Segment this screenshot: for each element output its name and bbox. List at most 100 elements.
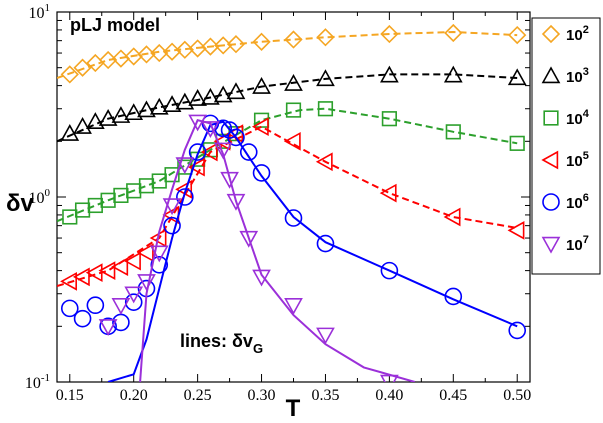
data-point [443,65,463,83]
data-point [444,287,463,306]
legend-label: 106 [566,192,589,212]
data-point [124,103,144,121]
legend-label: 102 [566,24,589,44]
data-point [226,82,246,100]
data-point [137,100,156,118]
data-point [379,183,397,203]
data-point [175,157,195,175]
data-point [150,256,169,274]
series-line [57,107,518,223]
data-point [251,117,269,137]
data-point [239,230,259,248]
data-point [220,171,239,189]
data-point [445,124,461,140]
series-line [139,119,416,382]
data-point [162,95,182,113]
data-point [85,112,105,129]
legend-marker [542,193,560,211]
data-point [149,97,169,115]
series-layer [57,23,527,382]
data-point [381,111,397,127]
x-tick-label: 0.50 [503,387,531,404]
data-point [283,131,301,151]
x-axis-label: T [286,395,301,422]
data-point [73,309,92,328]
legend-marker [541,24,561,44]
data-point [124,251,141,271]
data-point [284,298,303,315]
data-point [124,286,144,304]
data-point [137,274,156,291]
data-point [163,216,181,235]
data-point [60,271,77,291]
x-tick-label: 0.45 [439,387,467,404]
data-point [201,87,220,105]
data-point [508,25,527,45]
legend: 102 103 104 105 106 107 [531,17,601,275]
y-axis-label: δv [6,190,35,217]
data-point [252,32,271,51]
x-tick-label: 0.30 [248,387,276,404]
model-annotation: pLJ model [70,15,160,35]
y-tick-label: 10-1 [25,372,50,392]
data-point [284,209,303,227]
legend-marker [541,236,561,254]
data-point [507,221,525,240]
data-point [226,35,246,54]
data-point [85,263,103,283]
data-point [136,243,154,263]
data-point [98,261,116,280]
legend-label: 107 [566,234,589,254]
data-point [73,58,92,77]
x-tick-label: 0.25 [184,387,212,404]
data-point [111,257,129,277]
x-tick-label: 0.40 [375,387,403,404]
series-line [107,120,518,382]
axis-ticks: 0.15 0.20 0.25 0.30 0.35 0.40 0.45 0.50 10-1 100 1… [25,2,531,404]
data-point [380,374,399,382]
data-point [380,24,399,44]
data-point [316,327,335,345]
data-point [508,321,527,340]
data-point [60,299,79,318]
legend-marker [541,66,561,84]
data-point [187,157,205,177]
data-point [175,92,195,110]
data-point [227,128,245,147]
data-point [317,101,334,117]
data-point [162,198,182,216]
legend-box [531,17,601,275]
data-point [507,68,527,86]
data-point [124,293,143,311]
data-point [98,109,118,126]
data-point [316,234,335,253]
data-point [60,65,79,84]
data-point [87,197,103,214]
data-point [200,142,218,162]
data-point [252,269,271,287]
data-point [213,85,233,103]
data-point [111,106,131,123]
data-point [213,142,233,160]
data-point [98,319,118,336]
x-tick-label: 0.20 [120,387,148,404]
data-point [284,73,303,91]
data-point [380,261,399,280]
legend-label: 104 [566,108,590,128]
data-point [509,135,525,151]
x-tick-label: 0.15 [56,387,84,404]
x-tick-label: 0.35 [311,387,339,404]
data-point [73,117,92,134]
series-line [57,30,518,79]
data-point [201,121,220,138]
data-point [100,192,116,208]
data-point [444,23,463,43]
data-point [316,69,335,87]
data-point [176,188,194,206]
data-point [72,267,90,287]
data-point [188,143,207,161]
legend-label: 103 [566,66,589,86]
data-point [188,114,207,132]
data-point [284,30,303,49]
